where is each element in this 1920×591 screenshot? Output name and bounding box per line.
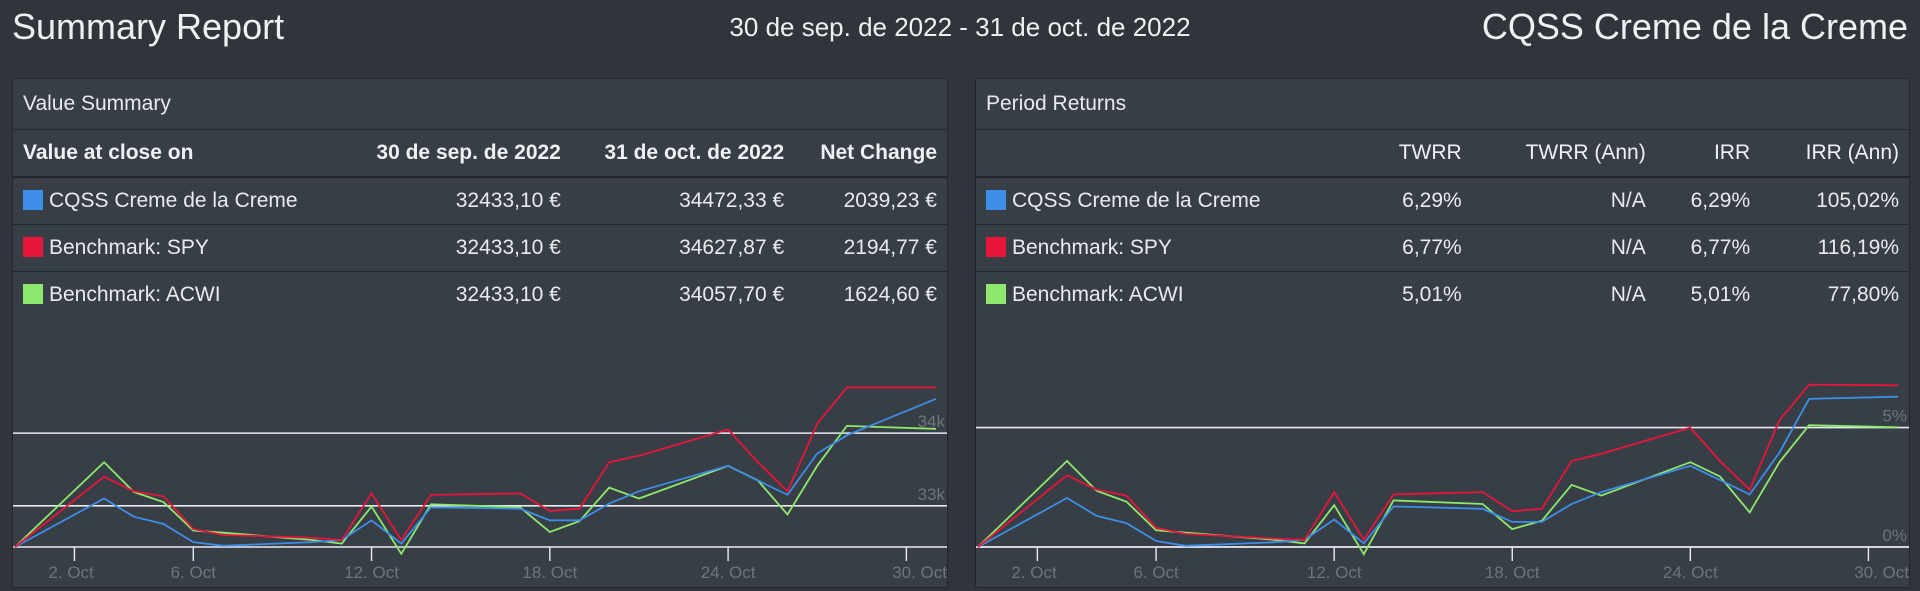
series-line bbox=[14, 397, 937, 548]
column-header bbox=[976, 130, 1363, 177]
column-header: 30 de sep. de 2022 bbox=[376, 141, 561, 164]
column-header: TWRR (Ann) bbox=[1525, 141, 1646, 164]
x-tick-label: 6. Oct bbox=[1133, 563, 1179, 582]
row-name: Benchmark: SPY bbox=[49, 235, 209, 259]
series-line bbox=[14, 424, 937, 556]
table-row: Benchmark: ACWI 5,01% N/A 5,01% 77,80% bbox=[976, 271, 1909, 318]
returns-chart: 0% 5% 2. Oct 6. Oct 12. Oct 18. Oct 24. Oct 30.… bbox=[976, 383, 1909, 582]
x-tick-label: 18. Oct bbox=[522, 563, 577, 582]
legend-swatch bbox=[23, 236, 43, 257]
x-tick-label: 12. Oct bbox=[344, 563, 399, 582]
row-name-cell: Benchmark: SPY bbox=[13, 224, 342, 271]
value-summary-table: Value at close on 30 de sep. de 2022 31 … bbox=[13, 130, 947, 318]
irr-ann-value: 105,02% bbox=[1816, 188, 1899, 212]
value-chart: 33k 34k 2. Oct 6. Oct 12. Oct 18. Oct 24. Oct 3… bbox=[13, 386, 947, 582]
column-header: 31 de oct. de 2022 bbox=[604, 141, 785, 164]
column-header: IRR (Ann) bbox=[1805, 141, 1899, 164]
irr-ann-value: 116,19% bbox=[1817, 235, 1899, 259]
end-value: 34627,87 € bbox=[679, 235, 785, 259]
row-name: Benchmark: ACWI bbox=[1012, 282, 1184, 306]
end-value: 34057,70 € bbox=[679, 282, 785, 306]
net-change: 1624,60 € bbox=[843, 282, 937, 306]
column-header: IRR bbox=[1713, 141, 1751, 164]
panel-title: Value Summary bbox=[13, 79, 947, 130]
row-name-cell: CQSS Creme de la Creme bbox=[976, 177, 1363, 224]
start-value: 32433,10 € bbox=[455, 235, 561, 259]
row-name: Benchmark: ACWI bbox=[49, 282, 221, 306]
table-header-row: TWRR TWRR (Ann) IRR IRR (Ann) bbox=[976, 130, 1909, 177]
series-line bbox=[977, 424, 1899, 556]
x-tick-label: 18. Oct bbox=[1485, 563, 1540, 582]
x-tick-label: 12. Oct bbox=[1307, 563, 1362, 582]
period-returns-panel: Period Returns TWRR TWRR (Ann) IRR IRR (… bbox=[975, 78, 1910, 588]
irr-ann-value: 77,80% bbox=[1827, 282, 1899, 306]
irr-value: 6,77% bbox=[1690, 235, 1751, 259]
twrr-ann-value: N/A bbox=[1610, 235, 1646, 259]
x-tick-label: 30. Oct bbox=[1854, 563, 1909, 582]
row-name-cell: Benchmark: ACWI bbox=[13, 271, 342, 318]
x-tick-label: 30. Oct bbox=[892, 563, 947, 582]
x-tick-label: 6. Oct bbox=[171, 563, 217, 582]
row-name-cell: CQSS Creme de la Creme bbox=[13, 177, 342, 224]
period-returns-table: TWRR TWRR (Ann) IRR IRR (Ann) CQSS Creme… bbox=[976, 130, 1909, 318]
report-header: Summary Report 30 de sep. de 2022 - 31 d… bbox=[0, 0, 1920, 60]
table-row: Benchmark: ACWI 32433,10 € 34057,70 € 16… bbox=[13, 271, 947, 318]
panel-title: Period Returns bbox=[976, 79, 1909, 130]
net-change: 2039,23 € bbox=[843, 188, 937, 212]
legend-swatch bbox=[23, 283, 43, 304]
end-value: 34472,33 € bbox=[679, 188, 785, 212]
value-summary-panel: Value Summary Value at close on 30 de se… bbox=[12, 78, 948, 588]
column-header: Value at close on bbox=[23, 141, 194, 164]
twrr-value: 5,01% bbox=[1402, 282, 1462, 306]
legend-swatch bbox=[986, 236, 1006, 257]
x-tick-label: 24. Oct bbox=[1663, 563, 1718, 582]
twrr-ann-value: N/A bbox=[1610, 188, 1646, 212]
y-tick-label: 33k bbox=[918, 485, 946, 504]
legend-swatch bbox=[986, 189, 1006, 210]
table-row: Benchmark: SPY 32433,10 € 34627,87 € 219… bbox=[13, 224, 947, 271]
table-row: CQSS Creme de la Creme 32433,10 € 34472,… bbox=[13, 177, 947, 224]
series-line bbox=[14, 386, 937, 548]
table-row: Benchmark: SPY 6,77% N/A 6,77% 116,19% bbox=[976, 224, 1909, 271]
x-tick-label: 24. Oct bbox=[701, 563, 756, 582]
report-period: 30 de sep. de 2022 - 31 de oct. de 2022 bbox=[729, 12, 1191, 42]
net-change: 2194,77 € bbox=[843, 235, 937, 259]
twrr-value: 6,77% bbox=[1402, 235, 1462, 259]
y-tick-label: 5% bbox=[1882, 407, 1907, 426]
x-tick-label: 2. Oct bbox=[1011, 563, 1057, 582]
y-tick-label: 34k bbox=[918, 412, 946, 431]
row-name: CQSS Creme de la Creme bbox=[1012, 188, 1261, 212]
irr-value: 5,01% bbox=[1690, 282, 1751, 306]
row-name: CQSS Creme de la Creme bbox=[49, 188, 298, 212]
report-title: Summary Report bbox=[12, 6, 285, 47]
legend-swatch bbox=[986, 283, 1006, 304]
series-line bbox=[977, 395, 1899, 548]
twrr-ann-value: N/A bbox=[1610, 282, 1646, 306]
table-row: CQSS Creme de la Creme 6,29% N/A 6,29% 1… bbox=[976, 177, 1909, 224]
series-line bbox=[977, 383, 1899, 548]
x-tick-label: 2. Oct bbox=[48, 563, 94, 582]
start-value: 32433,10 € bbox=[455, 282, 561, 306]
portfolio-name: CQSS Creme de la Creme bbox=[1481, 6, 1908, 47]
column-header: TWRR bbox=[1398, 141, 1462, 164]
row-name: Benchmark: SPY bbox=[1012, 235, 1172, 259]
row-name-cell: Benchmark: SPY bbox=[976, 224, 1363, 271]
twrr-value: 6,29% bbox=[1402, 188, 1462, 212]
row-name-cell: Benchmark: ACWI bbox=[976, 271, 1363, 318]
start-value: 32433,10 € bbox=[455, 188, 561, 212]
table-header-row: Value at close on 30 de sep. de 2022 31 … bbox=[13, 130, 947, 177]
column-header: Net Change bbox=[820, 141, 937, 164]
legend-swatch bbox=[23, 189, 43, 210]
y-tick-label: 0% bbox=[1882, 526, 1907, 545]
irr-value: 6,29% bbox=[1690, 188, 1751, 212]
